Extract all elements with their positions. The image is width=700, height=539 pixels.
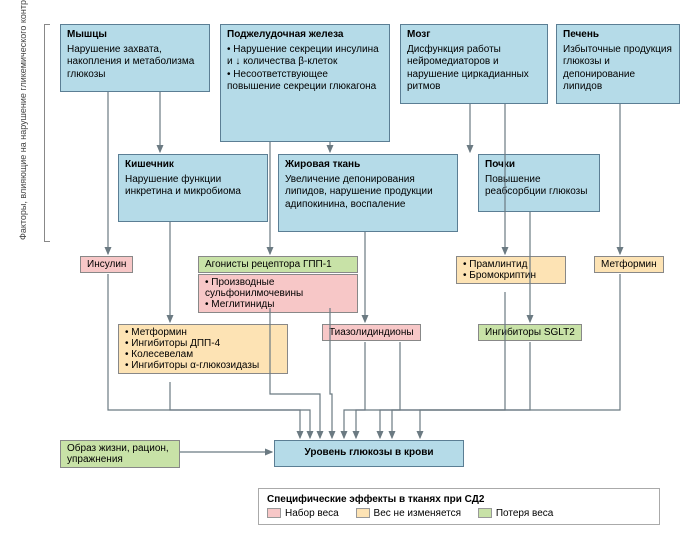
factor-pancreas: Поджелудочная железа Нарушение секреции … (220, 24, 390, 142)
med-glp1: Агонисты рецептора ГПП-1 (198, 256, 358, 273)
factor-gut: Кишечник Нарушение функции инкретина и м… (118, 154, 268, 222)
outcome-label: Уровень глюкозы в крови (305, 447, 434, 458)
legend-box: Специфические эффекты в тканях при СД2 Н… (258, 488, 660, 525)
factor-kidney-title: Почки (485, 159, 593, 172)
factor-fat-title: Жировая ткань (285, 159, 451, 172)
med-dpp4-item: Ингибиторы α-глюкозидазы (125, 360, 281, 371)
legend-swatch-loss (478, 508, 492, 518)
factor-muscles-title: Мышцы (67, 29, 203, 42)
factor-pancreas-item: Нарушение секреции инсулина и ↓ количест… (227, 44, 383, 69)
factor-kidney-text: Повышение реабсорбции глюкозы (485, 174, 593, 199)
factor-gut-text: Нарушение функции инкретина и микробиома (125, 174, 261, 199)
legend-gain: Набор веса (285, 508, 339, 519)
lifestyle-box: Образ жизни, рацион, упражнения (60, 440, 180, 468)
legend-swatch-gain (267, 508, 281, 518)
med-dpp4-item: Колесевелам (125, 349, 281, 360)
med-dpp4-group: Метформин Ингибиторы ДПП-4 Колесевелам И… (118, 324, 288, 374)
med-pram-item: Бромокриптин (463, 270, 559, 281)
factor-pancreas-title: Поджелудочная железа (227, 29, 383, 42)
factor-muscles: Мышцы Нарушение захвата, накопления и ме… (60, 24, 210, 92)
med-dpp4-item: Ингибиторы ДПП-4 (125, 338, 281, 349)
med-sulf-group: Производные сульфонилмочевины Меглитинид… (198, 274, 358, 313)
factor-pancreas-item: Несоответствующее повышение секреции глю… (227, 69, 383, 94)
factor-brain-text: Дисфункция работы нейромедиаторов и нару… (407, 44, 541, 94)
factor-brain-title: Мозг (407, 29, 541, 42)
med-pram-group: Прамлинтид Бромокриптин (456, 256, 566, 284)
legend-loss: Потеря веса (496, 508, 554, 519)
factor-fat: Жировая ткань Увеличение депонирования л… (278, 154, 458, 232)
med-sglt2: Ингибиторы SGLT2 (478, 324, 582, 341)
factor-liver: Печень Избыточные продукция глюкозы и де… (556, 24, 680, 104)
factor-fat-text: Увеличение депонирования липидов, наруше… (285, 174, 451, 212)
med-pram-item: Прамлинтид (463, 259, 559, 270)
med-dpp4-item: Метформин (125, 327, 281, 338)
med-tzd: Тиазолидиндионы (322, 324, 421, 341)
factor-liver-text: Избыточные продукция глюкозы и депониров… (563, 44, 673, 94)
factor-brain: Мозг Дисфункция работы нейромедиаторов и… (400, 24, 548, 104)
side-label: Факторы, влияющие на нарушение гликемиче… (18, 0, 28, 240)
side-bracket (44, 24, 50, 242)
factor-kidney: Почки Повышение реабсорбции глюкозы (478, 154, 600, 212)
med-metformin: Метформин (594, 256, 664, 273)
legend-swatch-neutral (356, 508, 370, 518)
legend-title: Специфические эффекты в тканях при СД2 (267, 494, 651, 505)
factor-muscles-text: Нарушение захвата, накопления и метаболи… (67, 44, 203, 82)
legend-neutral: Вес не изменяется (374, 508, 462, 519)
med-sulf-item: Производные сульфонилмочевины (205, 277, 351, 299)
med-insulin: Инсулин (80, 256, 133, 273)
factor-liver-title: Печень (563, 29, 673, 42)
med-sulf-item: Меглитиниды (205, 299, 351, 310)
outcome-box: Уровень глюкозы в крови (274, 440, 464, 467)
factor-gut-title: Кишечник (125, 159, 261, 172)
